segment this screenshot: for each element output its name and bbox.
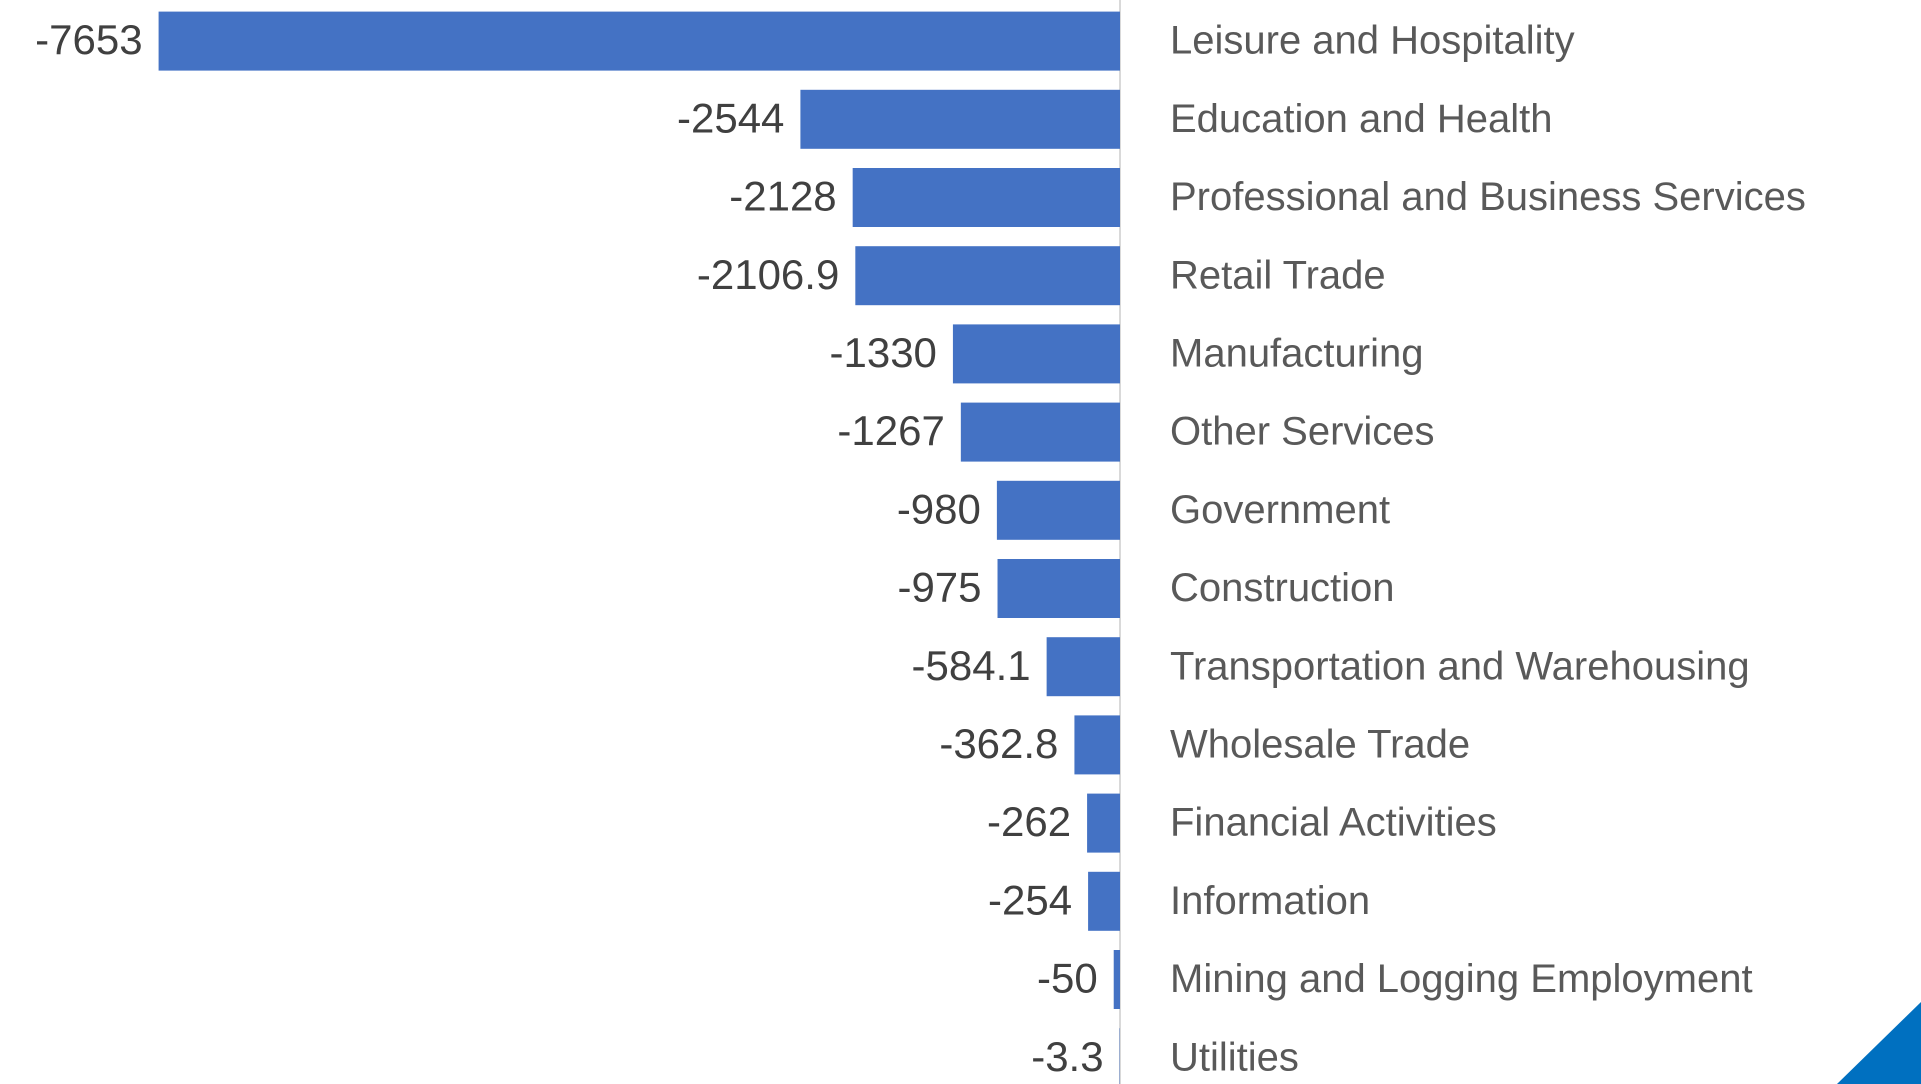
value-label: -980 (897, 485, 981, 532)
value-label: -7653 (35, 16, 142, 63)
value-label: -50 (1037, 955, 1098, 1002)
value-label: -975 (897, 564, 981, 611)
category-label: Construction (1170, 566, 1395, 610)
category-label: Government (1170, 488, 1390, 532)
corner-decoration (1837, 1002, 1921, 1084)
value-label: -2544 (677, 94, 784, 141)
category-label: Financial Activities (1170, 801, 1497, 845)
value-label: -3.3 (1031, 1033, 1103, 1080)
category-label: Utilities (1170, 1035, 1299, 1079)
bar (1088, 871, 1120, 931)
value-label: -262 (987, 798, 1071, 845)
value-label: -254 (988, 876, 1072, 923)
category-label: Other Services (1170, 410, 1435, 454)
category-label: Manufacturing (1170, 331, 1423, 375)
bar (996, 480, 1120, 540)
bar (1087, 793, 1120, 853)
category-label: Mining and Logging Employment (1170, 957, 1753, 1001)
value-label: -584.1 (912, 642, 1031, 689)
bar (1074, 715, 1120, 775)
category-label: Wholesale Trade (1170, 722, 1470, 766)
bar (997, 559, 1120, 618)
value-label: -2128 (729, 173, 836, 220)
category-label: Information (1170, 879, 1370, 923)
category-label: Education and Health (1170, 97, 1553, 141)
bar (800, 89, 1120, 149)
category-label: Professional and Business Services (1170, 175, 1806, 219)
category-label: Retail Trade (1170, 253, 1386, 297)
bar (855, 246, 1120, 306)
value-label: -1267 (837, 407, 944, 454)
bar (852, 168, 1120, 227)
bar (1046, 637, 1120, 697)
value-label: -362.8 (939, 720, 1058, 767)
bar (1113, 950, 1120, 1009)
category-label: Leisure and Hospitality (1170, 19, 1575, 63)
bar (960, 402, 1120, 462)
value-label: -1330 (829, 329, 936, 376)
bar (952, 324, 1120, 384)
value-label: -2106.9 (697, 251, 839, 298)
category-label: Transportation and Warehousing (1170, 644, 1750, 688)
bar (158, 11, 1121, 71)
